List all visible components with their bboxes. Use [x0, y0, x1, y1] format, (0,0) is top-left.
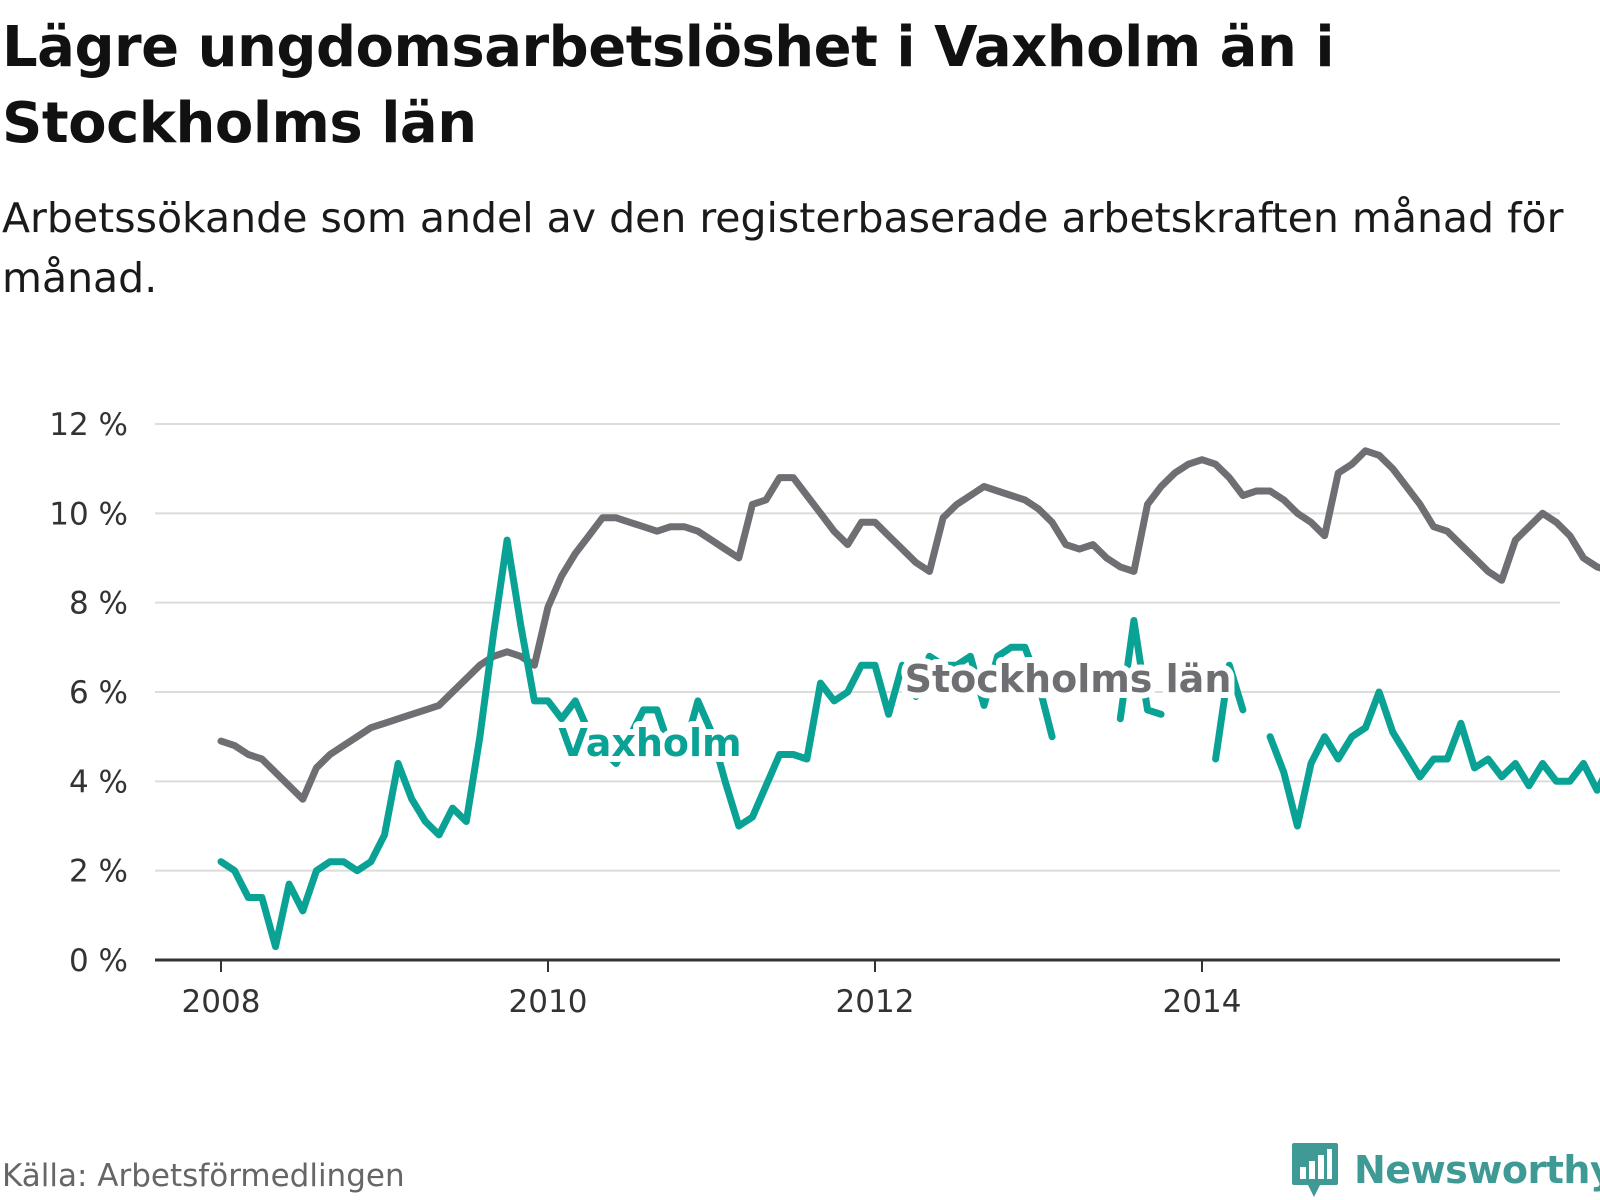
y-tick-label: 10 %: [49, 496, 128, 532]
vaxholm-series-label: Vaxholm: [558, 721, 741, 765]
chart-subtitle: Arbetssökande som andel av den registerb…: [2, 194, 1564, 302]
chart-title: Lägre ungdomsarbetslöshet i Vaxholm än i…: [2, 15, 1335, 156]
source-note: Källa: Arbetsförmedlingen: [2, 1158, 405, 1194]
x-tick-label: 2010: [509, 984, 588, 1020]
y-tick-label: 12 %: [49, 407, 128, 443]
y-tick-label: 8 %: [69, 586, 128, 622]
vaxholm-line: [217, 536, 1600, 951]
x-tick-label: 2008: [182, 984, 261, 1020]
stockholm-series-label: Stockholms län: [905, 657, 1232, 701]
x-tick-label: 2014: [1163, 984, 1242, 1020]
x-axis-ticks: 20082010201220142017201920212023: [182, 960, 1242, 1020]
newsworthy-logo: Newsworthy: [1290, 1140, 1600, 1200]
series-lines: [217, 447, 1600, 951]
y-tick-label: 6 %: [69, 675, 128, 711]
chat-chart-icon: [1292, 1143, 1338, 1197]
y-axis-ticks: 0 % 2 % 4 % 6 % 8 % 10 % 12 %: [49, 407, 128, 979]
brand-name: Newsworthy: [1354, 1148, 1600, 1192]
y-tick-label: 4 %: [69, 764, 128, 800]
y-tick-label: 0 %: [69, 943, 128, 979]
x-tick-label: 2012: [836, 984, 915, 1020]
grid-lines: [155, 423, 1560, 872]
stockholm-line: [217, 447, 1600, 803]
y-tick-label: 2 %: [69, 854, 128, 890]
